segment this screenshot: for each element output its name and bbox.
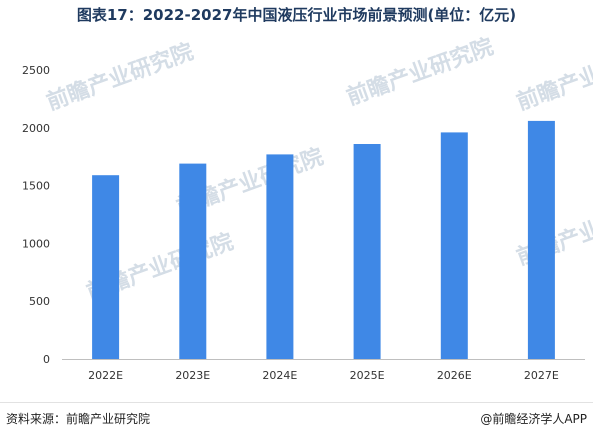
x-tick-label: 2022E [88, 369, 123, 382]
y-tick-label: 0 [43, 353, 50, 366]
x-tick-label: 2023E [175, 369, 210, 382]
watermark-text: 前瞻产业研究院 [513, 39, 593, 116]
x-tick-label: 2025E [350, 369, 385, 382]
y-tick-label: 1000 [22, 237, 50, 250]
watermark-text: 前瞻产业研究院 [43, 39, 197, 116]
x-tick-label: 2026E [437, 369, 472, 382]
watermark-text: 前瞻产业研究院 [343, 34, 497, 111]
bar-2027E [527, 120, 555, 360]
bar-2025E [353, 144, 381, 359]
footer-divider [0, 402, 593, 403]
y-tick-label: 1500 [22, 180, 50, 193]
bar-2022E [92, 175, 120, 359]
brand-note: @前瞻经济学人APP [480, 412, 587, 426]
y-tick-label: 2000 [22, 122, 50, 135]
watermark-layer: 前瞻产业研究院前瞻产业研究院前瞻产业研究院前瞻产业研究院前瞻产业研究院前瞻产业研… [43, 34, 593, 306]
bar-2026E [440, 132, 468, 359]
x-tick-label: 2024E [262, 369, 297, 382]
bar-series [92, 120, 555, 360]
bar-chart: 前瞻产业研究院前瞻产业研究院前瞻产业研究院前瞻产业研究院前瞻产业研究院前瞻产业研… [22, 34, 593, 382]
y-tick-label: 500 [29, 295, 50, 308]
chart-title: 图表17：2022-2027年中国液压行业市场前景预测(单位：亿元) [76, 6, 517, 24]
bar-2024E [266, 154, 294, 359]
y-tick-label: 2500 [22, 64, 50, 77]
y-axis: 0 500 1000 1500 2000 2500 [22, 64, 50, 366]
x-axis: 2022E 2023E 2024E 2025E 2026E 2027E [88, 369, 559, 382]
bar-2023E [179, 163, 207, 359]
x-tick-label: 2027E [524, 369, 559, 382]
source-note: 资料来源：前瞻产业研究院 [6, 412, 151, 426]
